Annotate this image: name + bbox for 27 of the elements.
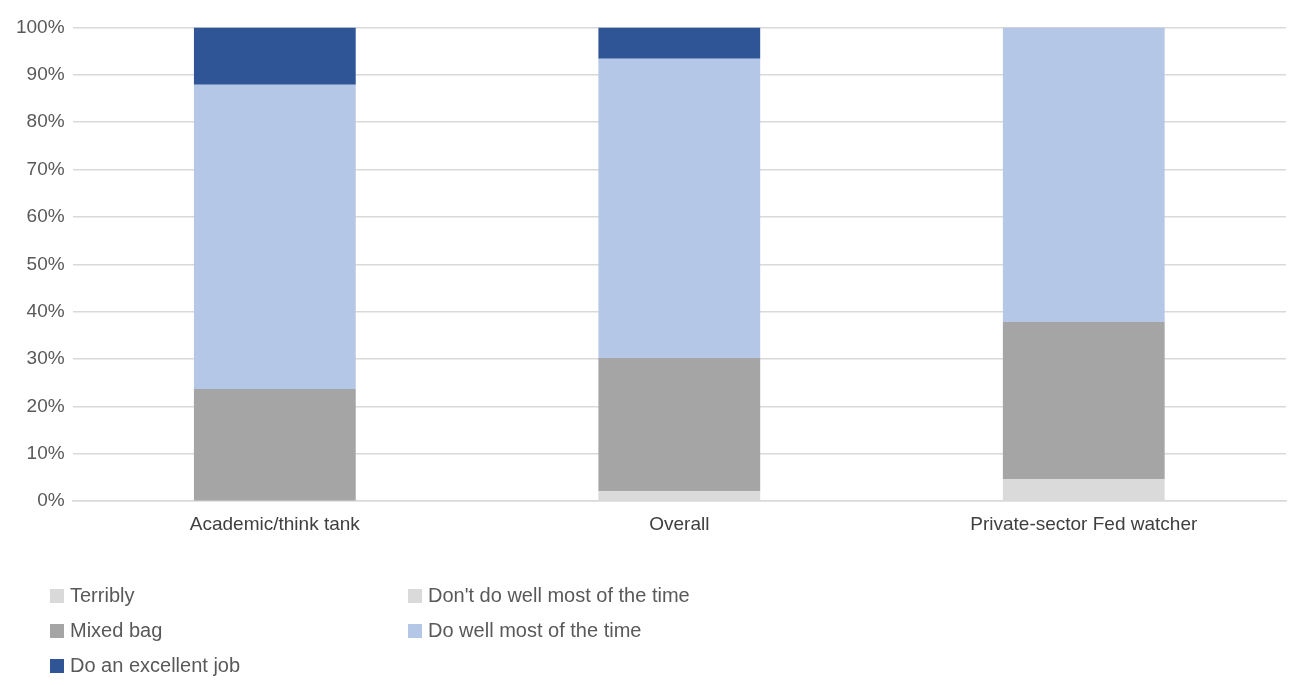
x-tick-label: Academic/think tank bbox=[189, 512, 361, 534]
y-tick-label: 80% bbox=[26, 110, 65, 132]
bar bbox=[1002, 27, 1165, 323]
y-tick-label: 90% bbox=[26, 63, 65, 85]
legend-label: Don't do well most of the time bbox=[428, 584, 690, 607]
bar bbox=[598, 358, 761, 492]
x-tick-label: Private-sector Fed watcher bbox=[970, 512, 1198, 534]
bar bbox=[598, 58, 761, 359]
bar bbox=[193, 84, 356, 389]
y-tick-label: 30% bbox=[26, 347, 65, 369]
legend-label: Do well most of the time bbox=[428, 619, 642, 642]
y-tick-label: 20% bbox=[26, 394, 65, 416]
bar bbox=[598, 27, 761, 59]
y-tick-label: 70% bbox=[26, 157, 65, 179]
y-tick-label: 50% bbox=[26, 252, 65, 274]
x-tick-label: Overall bbox=[649, 512, 710, 534]
y-tick-label: 40% bbox=[26, 299, 65, 321]
legend-label: Mixed bag bbox=[70, 619, 163, 642]
legend-label: Do an excellent job bbox=[70, 654, 241, 677]
legend-label: Terribly bbox=[70, 584, 135, 607]
bar bbox=[193, 27, 356, 85]
y-tick-label: 10% bbox=[26, 442, 65, 464]
y-tick-label: 100% bbox=[15, 15, 65, 37]
y-tick-label: 0% bbox=[37, 489, 65, 511]
bar bbox=[193, 388, 356, 501]
bar bbox=[1002, 322, 1165, 479]
y-tick-label: 60% bbox=[26, 205, 65, 227]
